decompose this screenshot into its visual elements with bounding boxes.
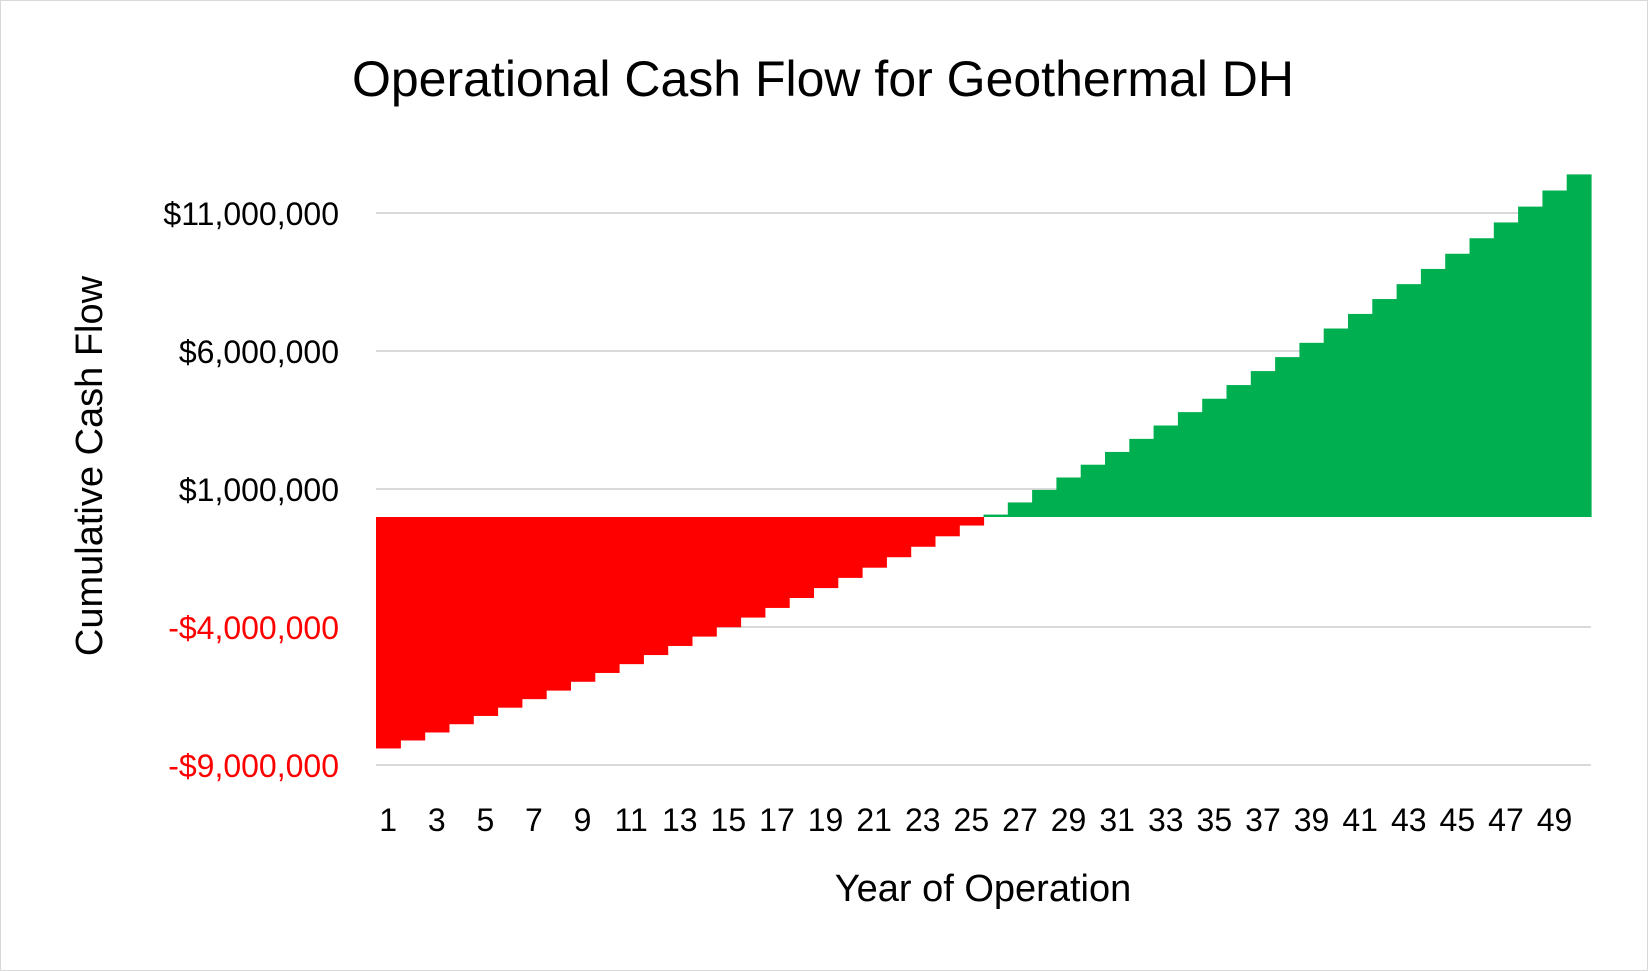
cash-flow-bar <box>1518 206 1543 517</box>
x-tick-label: 37 <box>1245 802 1281 838</box>
cash-flow-bar <box>521 517 547 700</box>
y-tick-label: $11,000,000 <box>163 196 339 232</box>
cash-flow-bar <box>691 517 717 637</box>
cash-flow-bar <box>1129 438 1155 517</box>
x-tick-label: 13 <box>662 802 698 838</box>
cash-flow-bar <box>1056 477 1082 517</box>
x-tick-label: 43 <box>1391 802 1427 838</box>
cash-flow-bar <box>1032 489 1057 517</box>
cash-flow-bar <box>1275 357 1300 517</box>
cash-flow-bar <box>1250 371 1276 517</box>
y-axis-tick-labels: $11,000,000 $6,000,000 $1,000,000 -$4,000,0… <box>163 196 339 784</box>
x-tick-label: 7 <box>525 802 543 838</box>
x-tick-label: 47 <box>1488 802 1524 838</box>
x-tick-label: 31 <box>1099 802 1135 838</box>
x-tick-label: 19 <box>808 802 844 838</box>
x-axis-title: Year of Operation <box>835 868 1131 910</box>
cash-flow-bar <box>570 517 596 682</box>
x-tick-label: 17 <box>759 802 795 838</box>
cash-flow-bar <box>376 517 401 749</box>
cash-flow-bar <box>1007 502 1033 517</box>
cash-flow-bar <box>424 517 450 733</box>
x-tick-label: 5 <box>476 802 494 838</box>
y-tick-label: $6,000,000 <box>179 334 339 370</box>
x-tick-label: 23 <box>905 802 941 838</box>
x-tick-label: 15 <box>711 802 747 838</box>
cash-flow-bar <box>716 517 742 628</box>
x-tick-label: 25 <box>954 802 990 838</box>
cash-flow-bar <box>1299 342 1325 517</box>
cash-flow-bar <box>473 517 499 716</box>
cash-flow-bar <box>1177 412 1203 517</box>
x-tick-label: 35 <box>1197 802 1233 838</box>
cash-flow-bar <box>497 517 523 708</box>
cash-flow-bar <box>1469 238 1495 517</box>
x-tick-label: 49 <box>1537 802 1573 838</box>
cash-flow-bar <box>1566 174 1592 517</box>
cash-flow-bar <box>546 517 571 691</box>
cash-flow-bar <box>959 517 985 526</box>
cash-flow-bar <box>594 517 620 673</box>
x-tick-label: 41 <box>1342 802 1378 838</box>
x-tick-label: 27 <box>1002 802 1038 838</box>
cash-flow-bar <box>1105 451 1130 517</box>
cash-flow-bar <box>837 517 863 578</box>
x-tick-label: 3 <box>428 802 446 838</box>
cash-flow-bar <box>1226 385 1252 517</box>
cash-flow-bar <box>910 517 936 547</box>
x-tick-label: 39 <box>1294 802 1330 838</box>
cash-flow-bar <box>862 517 887 568</box>
x-tick-label: 33 <box>1148 802 1184 838</box>
cash-flow-bar <box>1493 222 1519 517</box>
x-axis-tick-labels: 1 3 5 7 9 11 13 15 17 19 21 23 25 27 29 31 33 35 37 39 41 43 4… <box>379 802 1572 838</box>
cash-flow-bar <box>643 517 669 656</box>
x-tick-label: 45 <box>1440 802 1476 838</box>
cash-flow-bar <box>619 517 644 665</box>
cash-flow-bar <box>1080 464 1106 517</box>
x-tick-label: 11 <box>615 802 648 838</box>
x-tick-label: 29 <box>1051 802 1087 838</box>
cash-flow-bar <box>1420 268 1446 517</box>
cash-flow-bar <box>1542 190 1568 517</box>
cash-flow-bar <box>886 517 912 558</box>
cash-flow-bar <box>1323 328 1349 517</box>
y-tick-label: -$4,000,000 <box>168 610 339 646</box>
y-tick-label: $1,000,000 <box>179 472 339 508</box>
cash-flow-bar <box>1153 425 1179 517</box>
cash-flow-bar <box>400 517 426 741</box>
cash-flow-bar <box>1396 284 1422 517</box>
cash-flow-bar <box>448 517 474 725</box>
y-tick-label: -$9,000,000 <box>168 748 339 784</box>
cash-flow-bar <box>813 517 839 589</box>
cash-flow-bar <box>934 517 960 537</box>
x-tick-label: 1 <box>379 802 397 838</box>
cash-flow-bar <box>667 517 693 646</box>
cash-flow-bar <box>789 517 814 599</box>
cash-flow-bar <box>1348 313 1373 517</box>
cash-flow-bar <box>1202 398 1228 517</box>
cash-flow-bars <box>376 174 1592 749</box>
x-tick-label: 21 <box>856 802 892 838</box>
cash-flow-bar <box>983 514 1009 517</box>
cash-flow-bar <box>1445 253 1471 517</box>
x-tick-label: 9 <box>574 802 592 838</box>
cash-flow-bar <box>764 517 790 608</box>
cash-flow-bar <box>1372 299 1398 517</box>
cash-flow-bar <box>740 517 766 618</box>
y-axis-title: Cumulative Cash Flow <box>69 275 111 656</box>
chart-title: Operational Cash Flow for Geothermal DH <box>352 51 1294 107</box>
